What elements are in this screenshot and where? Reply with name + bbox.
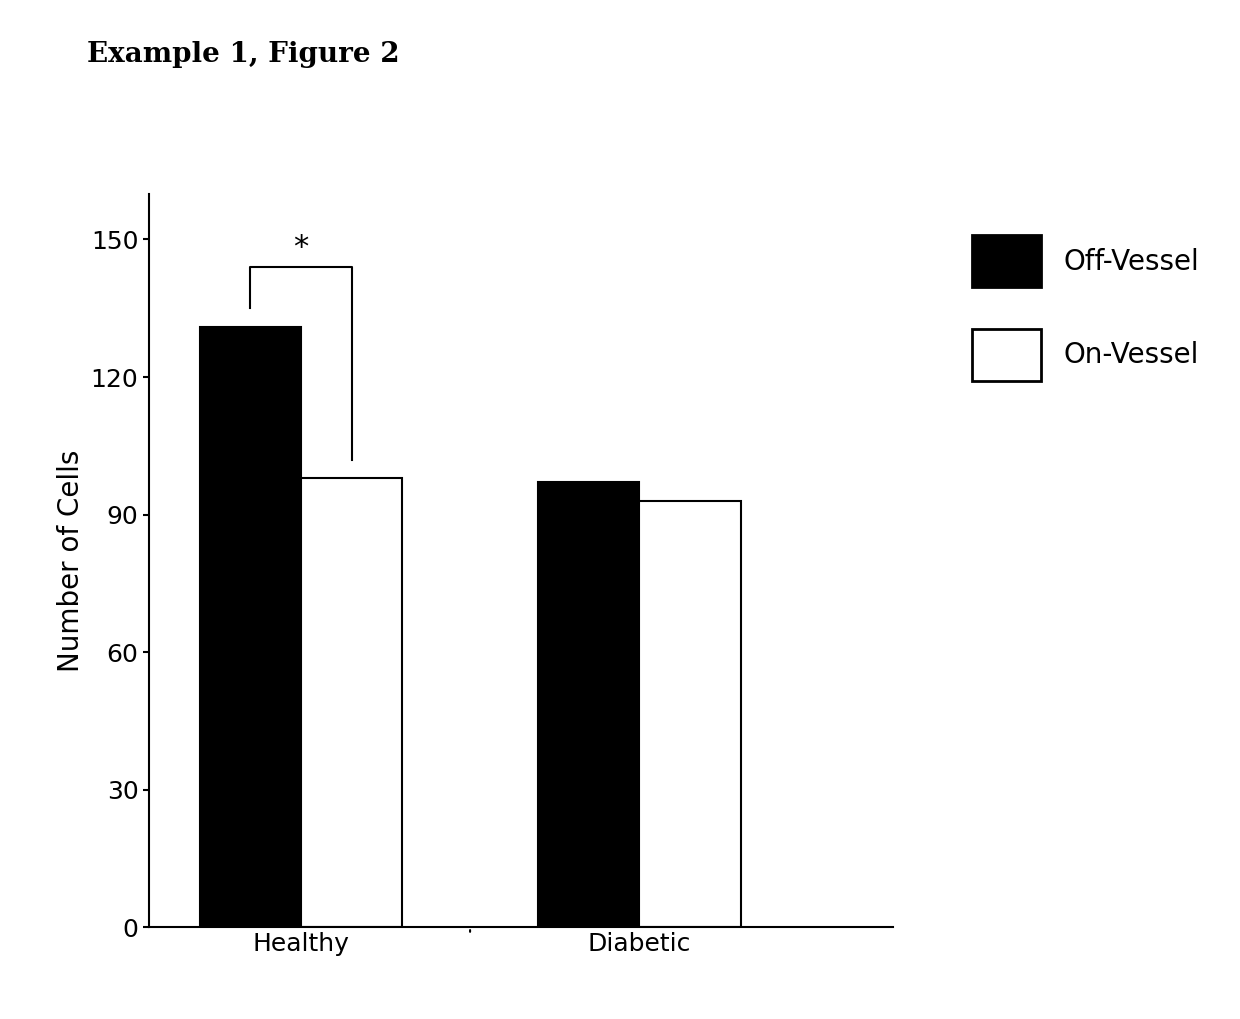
Bar	[200, 327, 301, 927]
Text: *: *	[294, 233, 309, 263]
Bar	[538, 483, 639, 927]
Y-axis label: Number of Cells: Number of Cells	[57, 449, 86, 672]
Bar	[301, 478, 403, 927]
Text: Example 1, Figure 2: Example 1, Figure 2	[87, 41, 399, 67]
Legend: Off-Vessel, On-Vessel: Off-Vessel, On-Vessel	[944, 208, 1226, 409]
Bar	[639, 501, 740, 927]
